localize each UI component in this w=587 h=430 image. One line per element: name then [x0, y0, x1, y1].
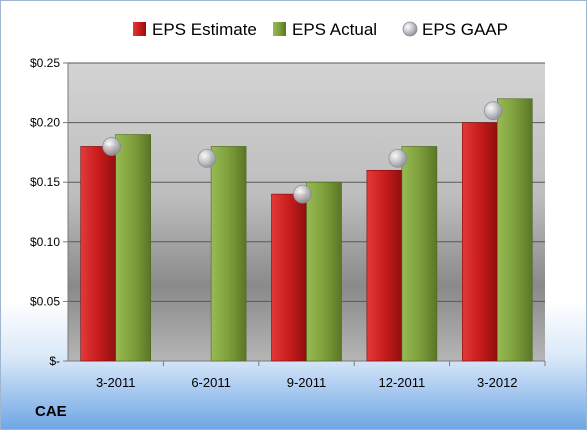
x-tick-label: 3-2012 — [477, 375, 517, 390]
legend-swatch-eps-estimate — [133, 22, 146, 36]
eps-estimate-bar — [271, 193, 307, 362]
eps-gaap-marker — [388, 148, 408, 168]
x-tick-label: 3-2011 — [96, 375, 136, 390]
legend-label: EPS Actual — [292, 20, 377, 39]
eps-gaap-marker — [293, 184, 312, 204]
eps-actual-bar — [401, 146, 438, 362]
y-tick-label: $0.15 — [30, 175, 60, 189]
eps-gaap-marker — [102, 137, 122, 156]
eps-actual-bar — [210, 146, 247, 362]
legend-swatch-eps-actual — [273, 22, 286, 36]
y-tick-label: $- — [49, 354, 60, 368]
eps-estimate-bar — [366, 169, 403, 362]
x-tick-label: 9-2011 — [287, 375, 327, 390]
legend-label: EPS GAAP — [422, 20, 508, 39]
y-tick-label: $0.25 — [30, 56, 60, 70]
y-tick-label: $0.20 — [30, 116, 60, 130]
eps-gaap-marker — [483, 101, 503, 121]
ticker-label: CAE — [35, 403, 67, 420]
eps-estimate-bar — [461, 122, 498, 362]
x-tick-label: 12-2011 — [379, 375, 426, 390]
eps-gaap-marker — [197, 148, 217, 168]
x-tick-label: 6-2011 — [191, 375, 231, 390]
legend-swatch-eps-gaap — [402, 21, 418, 37]
y-tick-label: $0.05 — [30, 294, 60, 308]
eps-actual-bar — [115, 134, 151, 362]
eps-actual-bar — [496, 98, 533, 362]
y-tick-label: $0.10 — [30, 235, 60, 249]
eps-actual-bar — [306, 181, 342, 362]
legend-label: EPS Estimate — [152, 20, 257, 39]
eps-estimate-bar — [80, 146, 116, 362]
